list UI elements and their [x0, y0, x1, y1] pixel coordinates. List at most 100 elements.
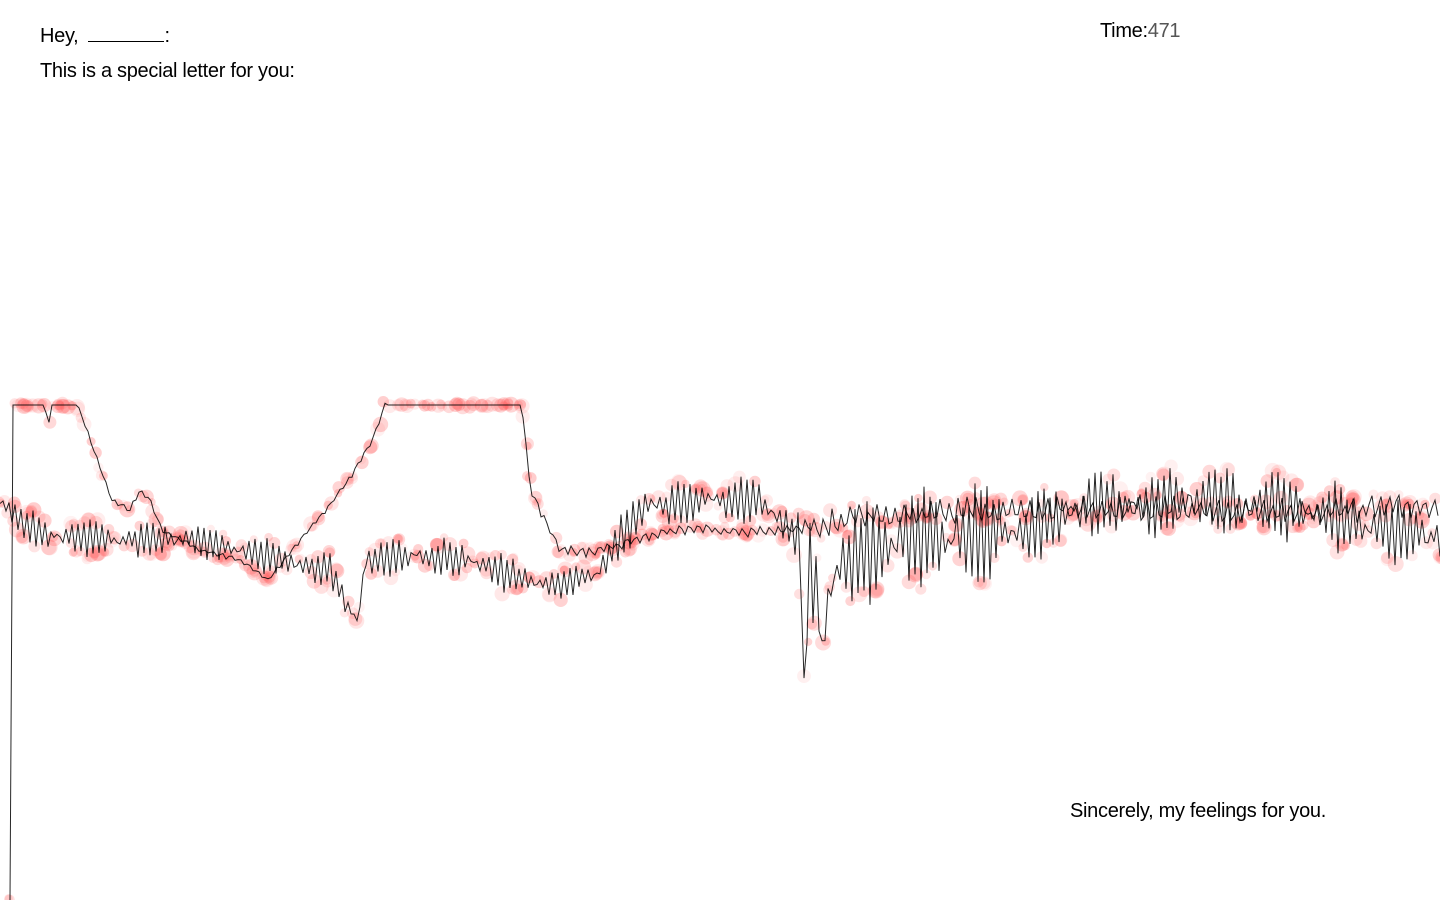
feeling-dot	[426, 402, 437, 412]
feeling-dot	[1157, 468, 1170, 481]
feeling-dot	[1040, 483, 1049, 492]
feeling-dot	[400, 399, 414, 414]
feeling-dot	[496, 549, 507, 560]
feeling-dot	[16, 531, 28, 543]
feeling-dot	[1112, 481, 1128, 498]
feeling-dot	[593, 541, 603, 552]
feeling-dot	[1379, 509, 1392, 523]
feeling-dot	[745, 515, 757, 526]
feeling-dot	[1080, 515, 1096, 532]
feeling-dot	[1414, 510, 1430, 526]
feeling-dot	[798, 510, 815, 527]
feeling-line	[0, 468, 1440, 679]
feeling-dot	[1336, 536, 1350, 550]
feeling-dot	[1197, 475, 1209, 487]
feeling-dot	[448, 568, 461, 582]
feeling-dot	[37, 399, 48, 409]
feeling-dot	[971, 492, 981, 502]
feeling-dot	[520, 437, 534, 451]
feeling-dot	[559, 565, 569, 575]
feeling-dot	[1022, 552, 1034, 563]
feeling-dot	[493, 398, 508, 413]
feeling-dot	[1436, 553, 1440, 563]
feeling-dot	[1161, 521, 1176, 536]
feeling-dot	[592, 549, 602, 559]
feeling-dot	[497, 397, 510, 410]
feeling-dot	[480, 399, 495, 414]
feeling-dot	[225, 548, 239, 561]
feeling-dot	[1121, 490, 1132, 501]
feeling-dot	[1414, 511, 1428, 526]
feeling-dot	[26, 502, 42, 518]
feeling-dot	[1346, 492, 1359, 505]
feeling-dot	[68, 399, 85, 415]
timer: Time:471	[1100, 20, 1181, 43]
feeling-dot	[163, 540, 175, 552]
feeling-dot	[377, 396, 389, 408]
feeling-dot	[82, 552, 92, 563]
feeling-dot	[1164, 459, 1178, 473]
feeling-dot	[1012, 490, 1028, 507]
feeling-dot	[775, 531, 791, 547]
feeling-dot	[17, 398, 30, 410]
feeling-dot	[1264, 462, 1281, 479]
feeling-dot	[347, 473, 358, 484]
feeling-dot	[524, 472, 537, 484]
feeling-dot	[815, 634, 832, 651]
feeling-dot	[466, 397, 478, 410]
feeling-dot	[89, 512, 106, 528]
feeling-dot	[622, 543, 636, 557]
feeling-dot	[908, 566, 924, 582]
feeling-dot	[341, 472, 354, 485]
feeling-dot	[987, 493, 1002, 508]
feeling-dot	[294, 553, 306, 565]
feeling-dot	[363, 440, 378, 455]
feeling-dot	[786, 547, 802, 563]
feeling-dot	[306, 573, 322, 589]
feeling-dot	[1432, 548, 1440, 562]
feeling-dot	[450, 396, 464, 410]
feeling-dot	[249, 535, 258, 544]
feeling-dot	[1156, 466, 1172, 482]
feeling-dot	[206, 524, 215, 533]
feeling-dot	[28, 540, 41, 553]
feeling-dot	[1197, 497, 1209, 509]
feeling-dot	[1380, 552, 1395, 567]
feeling-dot	[733, 470, 746, 484]
feeling-dot	[915, 583, 927, 595]
feeling-dot	[63, 515, 79, 531]
feeling-dot	[651, 490, 666, 504]
feeling-dot	[1289, 477, 1305, 493]
feeling-dot	[671, 473, 686, 489]
feeling-dot	[1370, 537, 1383, 550]
feeling-dot	[281, 564, 293, 576]
feeling-dot	[348, 612, 363, 626]
feeling-dot	[125, 505, 134, 514]
feeling-dot	[265, 566, 278, 579]
feeling-dot	[88, 547, 100, 559]
feeling-dot	[576, 541, 587, 552]
feeling-dot	[1294, 522, 1303, 532]
feeling-dot	[70, 545, 83, 558]
feeling-dot	[458, 538, 469, 549]
feeling-dot	[220, 554, 229, 563]
feeling-dot	[1433, 551, 1440, 564]
feeling-dot	[1316, 491, 1328, 504]
feeling-dot	[75, 546, 86, 557]
feeling-dot	[1245, 511, 1256, 521]
feeling-dot	[25, 505, 37, 518]
feeling-dot	[1375, 491, 1390, 505]
feeling-dot	[1406, 550, 1418, 562]
feeling-dot	[9, 398, 20, 409]
feeling-dot	[431, 398, 446, 413]
feeling-dot	[1102, 473, 1114, 485]
feeling-dot	[1302, 495, 1319, 512]
feeling-dot	[620, 547, 631, 558]
feeling-dot	[812, 553, 822, 563]
feeling-dot	[437, 401, 448, 412]
feeling-dot	[1156, 467, 1170, 481]
feeling-dot	[324, 547, 335, 558]
feeling-dot	[1334, 508, 1348, 523]
feeling-dot	[509, 552, 519, 562]
feeling-dot	[694, 481, 711, 497]
